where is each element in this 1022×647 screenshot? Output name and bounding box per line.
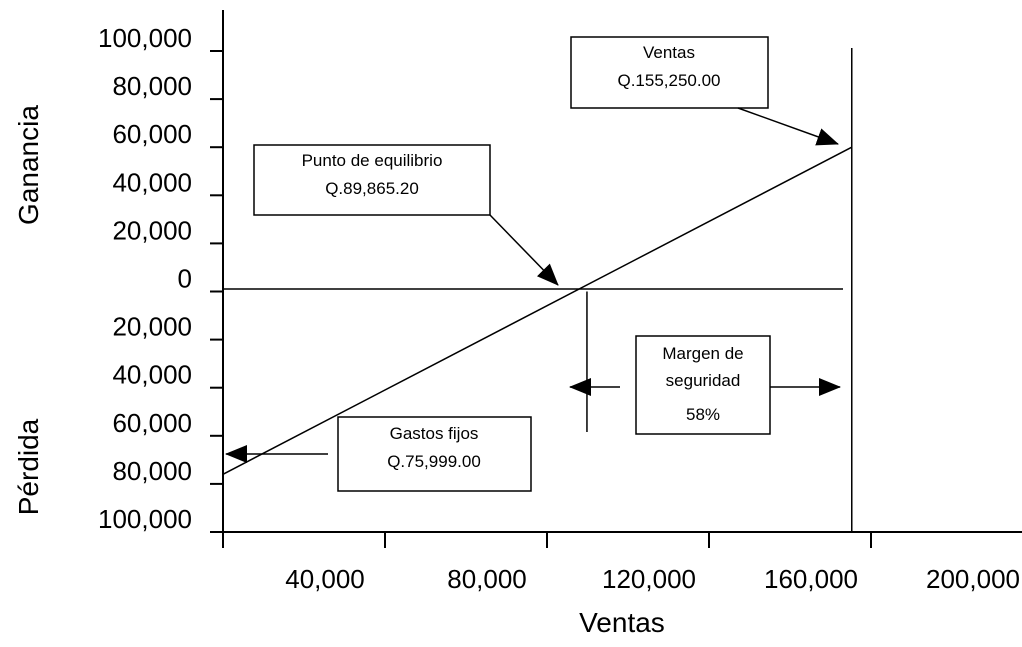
x-tick-label: 200,000: [926, 564, 1020, 594]
x-tick-label: 40,000: [285, 564, 365, 594]
margin-label-line1: Margen de: [662, 344, 743, 363]
y-tick-label: 100,000: [98, 23, 192, 53]
y-tick-label: 0: [178, 264, 192, 294]
break-even-annotation: Punto de equilibrio Q.89,865.20: [253, 144, 559, 286]
x-ticks: 40,000 80,000 120,000 160,000 200,000: [222, 532, 1020, 594]
sales-box: [570, 36, 769, 109]
sales-arrow: [737, 107, 839, 146]
y-tick-label: 20,000: [112, 312, 192, 342]
sales-annotation: Ventas Q.155,250.00: [570, 36, 839, 146]
y-axis-title-top: Ganancia: [13, 105, 44, 225]
break-even-box: [253, 144, 491, 216]
sales-value: Q.155,250.00: [617, 71, 720, 90]
x-tick-label: 160,000: [764, 564, 858, 594]
y-tick-label: 60,000: [112, 408, 192, 438]
margin-annotation: Margen de seguridad 58%: [569, 335, 841, 435]
fixed-costs-annotation: Gastos fijos Q.75,999.00: [225, 416, 532, 492]
break-even-value: Q.89,865.20: [325, 179, 419, 198]
x-axis-title: Ventas: [579, 607, 665, 638]
y-tick-label: 80,000: [112, 71, 192, 101]
break-even-arrow: [489, 214, 559, 286]
break-even-label: Punto de equilibrio: [302, 151, 443, 170]
fixed-costs-value: Q.75,999.00: [387, 452, 481, 471]
margin-label-line2: seguridad: [666, 371, 741, 390]
x-tick-label: 120,000: [602, 564, 696, 594]
y-tick-label: 80,000: [112, 456, 192, 486]
y-tick-label: 40,000: [112, 167, 192, 197]
y-ticks: 100,000 80,000 60,000 40,000 20,000 0 20,000 40…: [98, 23, 223, 534]
y-tick-label: 60,000: [112, 119, 192, 149]
y-axis-title-bottom: Pérdida: [13, 418, 44, 515]
y-tick-label: 20,000: [112, 215, 192, 245]
fixed-costs-label: Gastos fijos: [390, 424, 479, 443]
fixed-costs-box: [337, 416, 532, 492]
profit-line: [222, 146, 853, 475]
x-tick-label: 80,000: [447, 564, 527, 594]
margin-box: [635, 335, 771, 435]
y-tick-label: 100,000: [98, 504, 192, 534]
y-tick-label: 40,000: [112, 360, 192, 390]
sales-label: Ventas: [643, 43, 695, 62]
margin-value: 58%: [686, 405, 720, 424]
series-group: [222, 146, 853, 475]
